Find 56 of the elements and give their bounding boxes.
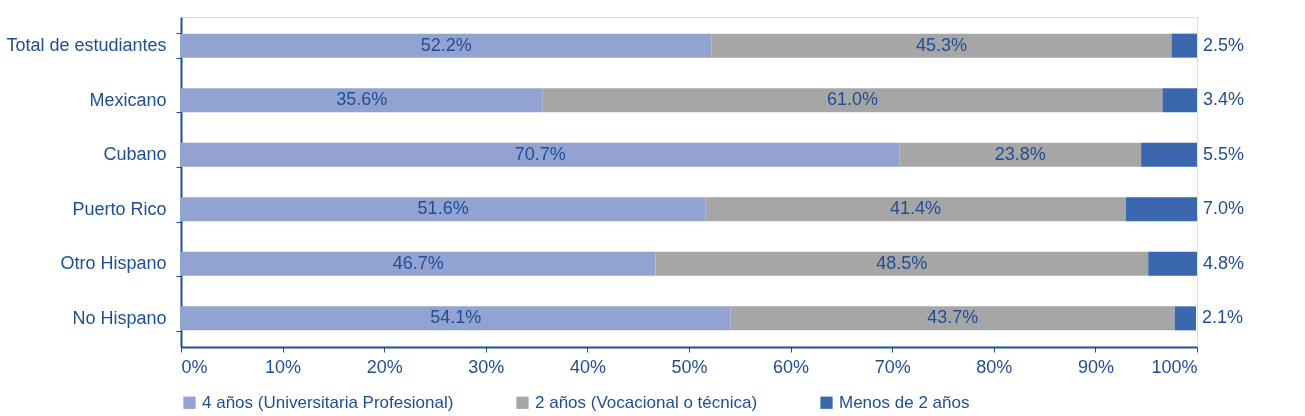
data-label: 46.7%	[392, 252, 444, 273]
bar	[711, 33, 1172, 58]
y-tick-label: No Hispano	[72, 307, 167, 328]
data-label: 45.3%	[915, 34, 967, 55]
bar	[730, 306, 1175, 331]
bar	[181, 142, 900, 167]
data-label: 2.5%	[1203, 34, 1245, 55]
x-tick-label: 70%	[874, 356, 911, 377]
bar	[899, 142, 1142, 167]
data-label: 48.5%	[876, 252, 928, 273]
x-tick-label: 20%	[366, 356, 403, 377]
bar	[181, 88, 543, 113]
data-label: 5.5%	[1203, 143, 1245, 164]
y-tick-label: Total de estudiantes	[6, 35, 167, 56]
data-label: 61.0%	[827, 89, 879, 110]
bar	[1125, 197, 1197, 222]
x-tick-label: 100%	[1151, 356, 1198, 377]
legend-label: 2 años (Vocacional o técnica)	[535, 392, 758, 412]
legend-label: Menos de 2 años	[839, 392, 970, 412]
data-label: 54.1%	[430, 307, 482, 328]
y-tick-label: Mexicano	[89, 89, 167, 110]
bar	[1171, 33, 1197, 58]
bar	[1148, 251, 1197, 276]
bar	[1141, 142, 1197, 167]
data-label: 3.4%	[1203, 89, 1245, 110]
data-label: 4.8%	[1203, 252, 1245, 273]
data-label: 23.8%	[994, 143, 1046, 164]
bar	[181, 251, 656, 276]
x-tick-label: 60%	[773, 356, 810, 377]
y-tick-label: Cubano	[103, 144, 167, 165]
bar	[1174, 306, 1196, 331]
bar	[655, 251, 1149, 276]
bar	[181, 33, 712, 58]
data-label: 35.6%	[336, 89, 388, 110]
x-tick-label: 40%	[569, 356, 606, 377]
y-tick-label: Puerto Rico	[72, 198, 167, 219]
y-tick-label: Otro Hispano	[60, 253, 167, 274]
x-tick-label: 10%	[265, 356, 302, 377]
data-label: 52.2%	[420, 34, 472, 55]
data-label: 70.7%	[514, 143, 566, 164]
bar	[542, 88, 1163, 113]
x-tick-label: 30%	[468, 356, 505, 377]
data-label: 51.6%	[417, 198, 469, 219]
bar	[1162, 88, 1197, 113]
data-label: 41.4%	[890, 198, 942, 219]
bar	[705, 197, 1126, 222]
data-label: 7.0%	[1203, 198, 1245, 219]
data-label: 43.7%	[927, 307, 979, 328]
bar	[181, 197, 706, 222]
x-tick-label: 90%	[1077, 356, 1114, 377]
x-tick-label: 80%	[976, 356, 1013, 377]
legend-label: 4 años (Universitaria Profesional)	[202, 392, 454, 412]
bar	[181, 306, 731, 331]
data-label: 2.1%	[1201, 307, 1244, 328]
x-tick-label: 0%	[181, 356, 208, 377]
x-tick-label: 50%	[671, 356, 708, 377]
